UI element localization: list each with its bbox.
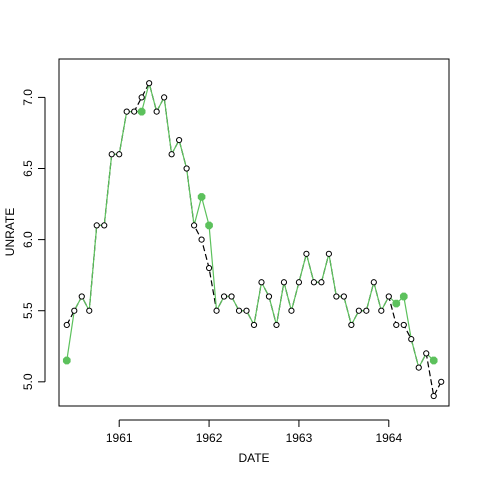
series-1-point [123,108,130,115]
series-1-point [393,321,400,329]
series-1-point [438,378,445,385]
series-2-point [392,299,401,308]
series-1-point [288,307,295,314]
series-1-point [190,222,198,229]
x-tick-label: 1963 [286,431,313,445]
series-1-point [131,108,138,115]
y-tick-label: 6.5 [21,160,35,177]
series-1-point [430,392,437,400]
series-1-point [318,279,325,286]
y-tick-label: 6.0 [21,231,35,248]
series-1-point [378,307,385,314]
series-2-point [429,356,438,365]
series-2-line [66,80,435,370]
series-1-point [183,165,190,172]
axes-layer: 1961 1962 1963 1964 5.0 5.5 6.0 6.5 7.0 [21,89,402,445]
series-1-point [333,293,340,300]
y-tick-label: 5.5 [21,302,35,319]
series-1-point [325,250,332,257]
series-1-point [408,336,415,343]
series-2-point [137,107,146,116]
series-1-point [363,307,370,314]
x-tick-label: 1961 [106,431,133,445]
series-1-point [280,279,288,286]
series-1-point [415,364,422,371]
series-1-point [250,321,258,329]
series-1-point [198,236,205,243]
series-2-point [205,221,213,230]
y-tick-label: 7.0 [21,89,35,106]
x-tick-label: 1962 [196,431,223,445]
series-1-point [243,307,250,314]
series-2-point [197,193,206,201]
series-1-point [101,222,108,229]
series-1-point [153,108,160,115]
series-1-point [265,293,273,300]
series-1-point [213,307,220,314]
series-layer [62,80,445,400]
series-1-point [370,279,377,286]
x-axis-title: DATE [238,451,269,465]
series-1-point [258,279,265,286]
series-1-point [168,151,175,158]
series-1-point [63,321,70,329]
series-1-point [161,94,168,101]
series-1-point [423,350,430,357]
series-1-point [220,293,228,300]
series-1-point [71,307,78,314]
y-axis-title: UNRATE [3,208,17,256]
series-1-point [93,222,100,229]
series-1-point [235,307,243,314]
series-1-point [86,307,93,314]
series-1-point [340,293,347,300]
series-2-point [399,292,408,301]
series-1-point [295,279,303,286]
series-1-point [138,94,145,101]
series-2-point [62,356,71,365]
series-1-point [228,293,235,300]
series-1-point [146,80,153,87]
series-1-point [108,151,115,158]
series-1-point [303,250,310,257]
series-1-point [273,321,280,329]
series-1-point [355,307,362,314]
series-1-point [116,151,123,158]
series-1-point [176,136,183,144]
series-1-point [205,264,213,272]
x-tick-label: 1964 [375,431,402,445]
series-1-point [348,321,355,329]
y-tick-label: 5.0 [21,373,35,390]
series-1-point [310,279,318,286]
plot-frame [58,58,450,407]
series-1-point [78,293,85,300]
series-1-point [400,321,407,329]
series-1-point [385,293,392,300]
